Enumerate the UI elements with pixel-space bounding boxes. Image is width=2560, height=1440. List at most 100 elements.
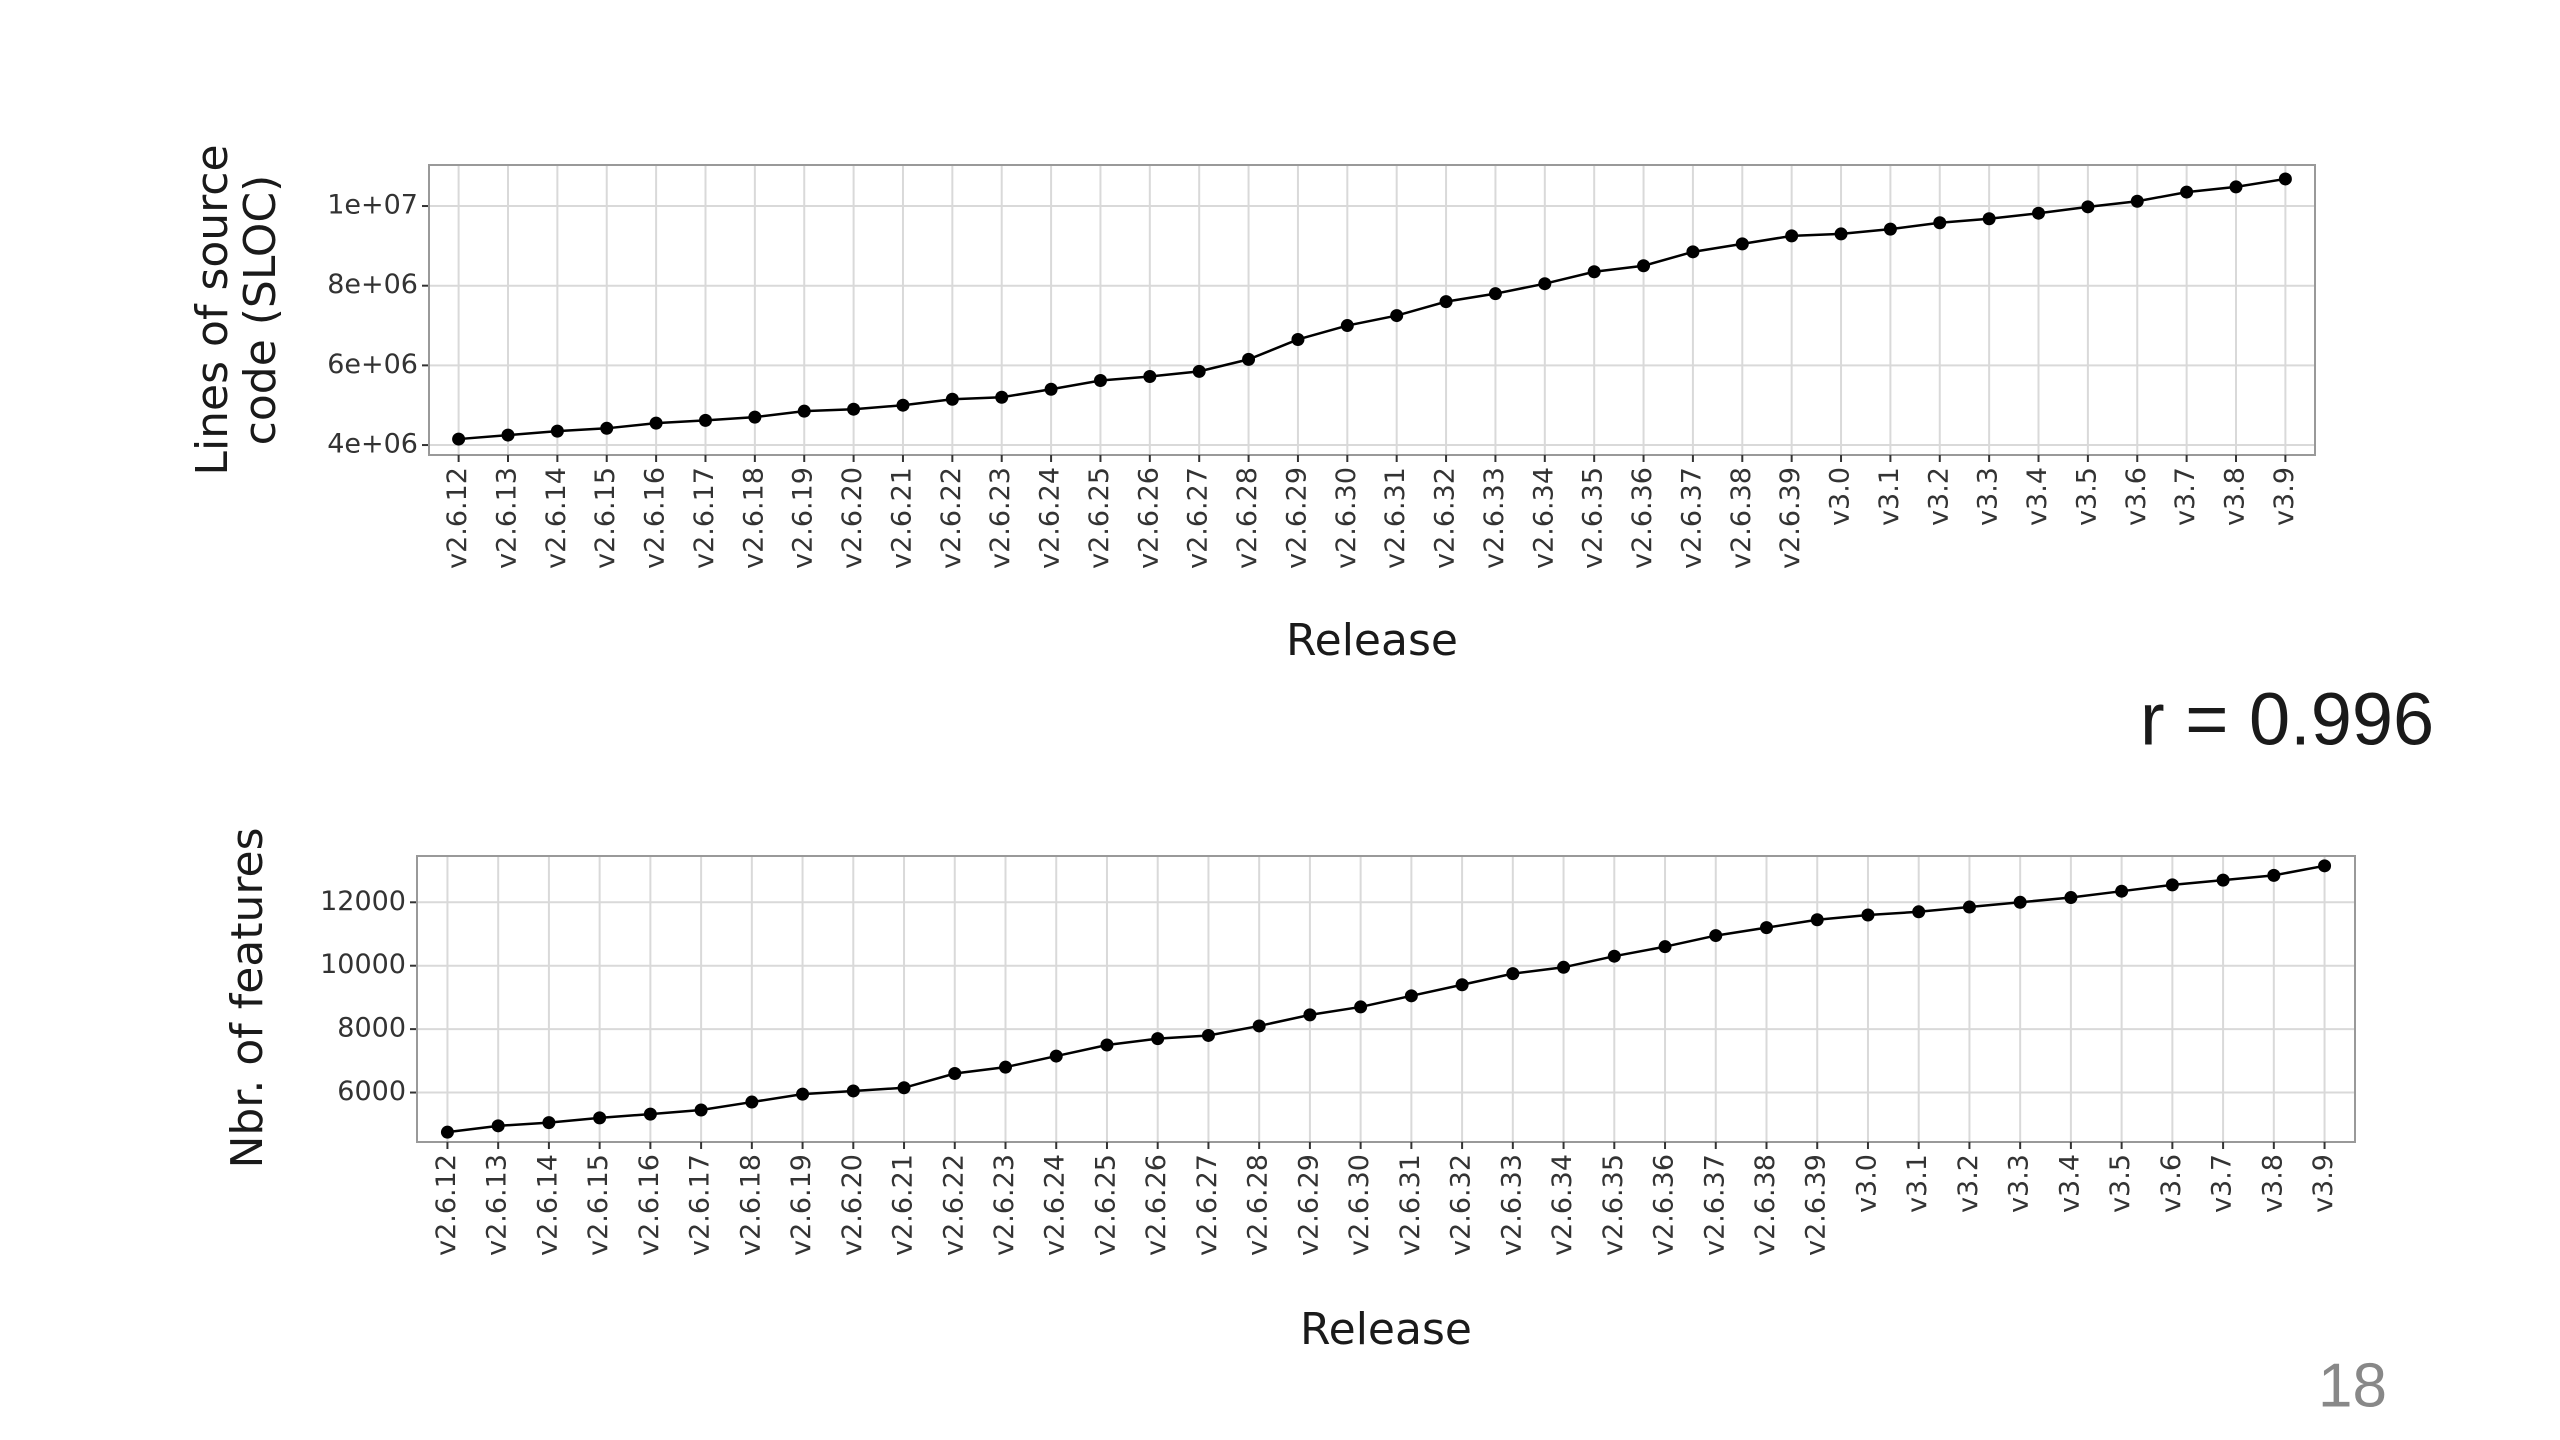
x-tick-label: v2.6.32 (1446, 1154, 1477, 1256)
x-tick-label: v2.6.12 (442, 467, 473, 569)
y-axis-title: code (SLOC) (235, 175, 286, 446)
data-point (748, 410, 762, 424)
x-tick-label: v2.6.31 (1395, 1154, 1426, 1256)
data-point (643, 1107, 657, 1121)
x-tick-label: v3.3 (1973, 467, 2004, 526)
x-tick-label: v3.7 (2170, 467, 2201, 526)
data-point (1100, 1038, 1114, 1052)
data-point (2032, 206, 2046, 220)
x-tick-label: v3.0 (1825, 467, 1856, 526)
x-tick-label: v2.6.25 (1084, 467, 1115, 569)
x-tick-label: v2.6.39 (1775, 467, 1806, 569)
x-tick-label: v3.8 (2257, 1154, 2288, 1213)
data-point (2130, 194, 2144, 208)
data-point (2267, 868, 2281, 882)
x-tick-label: v2.6.19 (786, 1154, 817, 1256)
x-tick-label: v2.6.18 (735, 1154, 766, 1256)
data-point (1587, 265, 1601, 279)
x-tick-label: v2.6.33 (1479, 467, 1510, 569)
data-point (1192, 364, 1206, 378)
x-tick-label: v2.6.25 (1090, 1154, 1121, 1256)
data-point (1506, 967, 1520, 981)
data-point (1912, 905, 1926, 919)
x-tick-label: v2.6.35 (1598, 1154, 1629, 1256)
x-tick-label: v2.6.26 (1133, 467, 1164, 569)
x-tick-label: v2.6.29 (1281, 467, 1312, 569)
data-point (2180, 185, 2194, 199)
data-point (745, 1095, 759, 1109)
x-tick-label: v2.6.22 (936, 467, 967, 569)
x-tick-label: v3.9 (2269, 467, 2300, 526)
x-tick-label: v2.6.30 (1331, 467, 1362, 569)
x-tick-label: v2.6.36 (1649, 1154, 1680, 1256)
data-point (945, 392, 959, 406)
data-point (1933, 216, 1947, 230)
data-point (1883, 222, 1897, 236)
x-tick-label: v3.5 (2105, 1154, 2136, 1213)
x-tick-label: v3.1 (1902, 1154, 1933, 1213)
data-point (2229, 180, 2243, 194)
x-tick-label: v2.6.15 (590, 467, 621, 569)
data-point (1340, 319, 1354, 333)
data-point (1390, 309, 1404, 323)
data-line (458, 177, 2286, 441)
x-tick-label: v2.6.27 (1183, 467, 1214, 569)
y-tick-label: 4e+06 (327, 429, 418, 460)
x-tick-label: v2.6.33 (1496, 1154, 1527, 1256)
x-tick-label: v3.6 (2156, 1154, 2187, 1213)
data-point (846, 1084, 860, 1098)
data-point (999, 1060, 1013, 1074)
data-point (1291, 332, 1305, 346)
x-tick-label: v2.6.32 (1430, 467, 1461, 569)
x-tick-label: v2.6.17 (685, 1154, 716, 1256)
x-tick-label: v2.6.24 (1035, 467, 1066, 569)
data-point (600, 421, 614, 435)
x-tick-label: v2.6.22 (938, 1154, 969, 1256)
data-point (1962, 900, 1976, 914)
data-point (1834, 227, 1848, 241)
x-tick-label: v2.6.14 (532, 1154, 563, 1256)
x-tick-label: v3.9 (2308, 1154, 2339, 1213)
x-axis-title: Release (1286, 615, 1458, 666)
x-tick-label: v2.6.30 (1344, 1154, 1375, 1256)
x-tick-label: v2.6.14 (541, 467, 572, 569)
data-point (1093, 374, 1107, 388)
data-point (1049, 1049, 1063, 1063)
y-tick-label: 6e+06 (327, 349, 418, 380)
data-point (1759, 921, 1773, 935)
data-point (542, 1116, 556, 1130)
x-tick-label: v2.6.12 (431, 1154, 462, 1256)
data-point (1404, 989, 1418, 1003)
x-tick-label: v3.8 (2220, 467, 2251, 526)
x-tick-label: v3.4 (2022, 467, 2053, 526)
data-point (452, 432, 466, 446)
y-tick-label: 1e+07 (327, 190, 418, 221)
data-point (1709, 929, 1723, 943)
x-tick-label: v2.6.23 (985, 467, 1016, 569)
data-point (995, 390, 1009, 404)
x-tick-label: v3.3 (2004, 1154, 2035, 1213)
x-tick-label: v2.6.29 (1293, 1154, 1324, 1256)
x-tick-label: v2.6.26 (1141, 1154, 1172, 1256)
data-point (1242, 352, 1256, 366)
x-tick-label: v2.6.13 (491, 467, 522, 569)
x-tick-label: v3.0 (1851, 1154, 1882, 1213)
x-tick-label: v3.1 (1874, 467, 1905, 526)
x-tick-label: v2.6.20 (837, 467, 868, 569)
plot-border (428, 164, 2316, 456)
y-axis-title: Nbr. of features (222, 827, 273, 1168)
data-point (1686, 245, 1700, 259)
y-tick-label: 12000 (320, 886, 406, 917)
x-tick-label: v3.2 (1953, 1154, 1984, 1213)
data-point (797, 404, 811, 418)
x-tick-label: v2.6.21 (886, 467, 917, 569)
x-tick-label: v2.6.38 (1750, 1154, 1781, 1256)
x-axis-title: Release (1300, 1304, 1472, 1355)
data-point (501, 428, 515, 442)
x-tick-label: v3.7 (2207, 1154, 2238, 1213)
data-point (1044, 382, 1058, 396)
x-tick-label: v2.6.37 (1676, 467, 1707, 569)
data-point (2165, 878, 2179, 892)
x-tick-label: v3.4 (2054, 1154, 2085, 1213)
